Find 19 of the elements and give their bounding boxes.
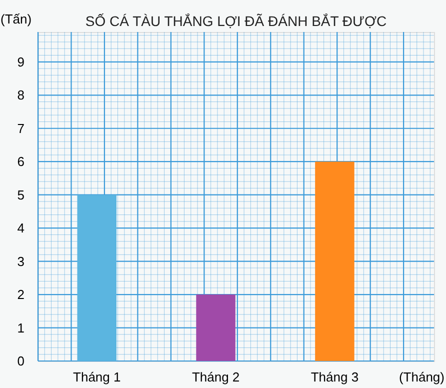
y-tick-label: 1 [17, 320, 24, 336]
y-tick-label: 7 [17, 120, 24, 136]
x-axis-title: (Tháng) [398, 370, 444, 384]
y-tick-label: 9 [17, 54, 24, 70]
x-tick-label: Tháng 2 [192, 370, 240, 384]
y-tick-label: 2 [17, 287, 24, 302]
bar [315, 162, 354, 361]
y-tick-label: 5 [17, 187, 24, 202]
bar [77, 194, 116, 361]
y-tick-label: 4 [17, 220, 24, 236]
y-tick-label: 3 [17, 254, 24, 269]
y-tick-label: 6 [17, 154, 24, 170]
y-axis-title: (Tấn) [0, 12, 32, 26]
y-tick-label: 8 [17, 88, 24, 103]
x-tick-label: Tháng 1 [73, 370, 121, 384]
x-tick-label: Tháng 3 [310, 370, 359, 384]
chart-title: SỐ CÁ TÀU THẮNG LỢI ĐÃ ĐÁNH BẮT ĐƯỢC [85, 13, 387, 29]
bar [196, 294, 236, 361]
y-tick-label: 0 [17, 354, 24, 368]
